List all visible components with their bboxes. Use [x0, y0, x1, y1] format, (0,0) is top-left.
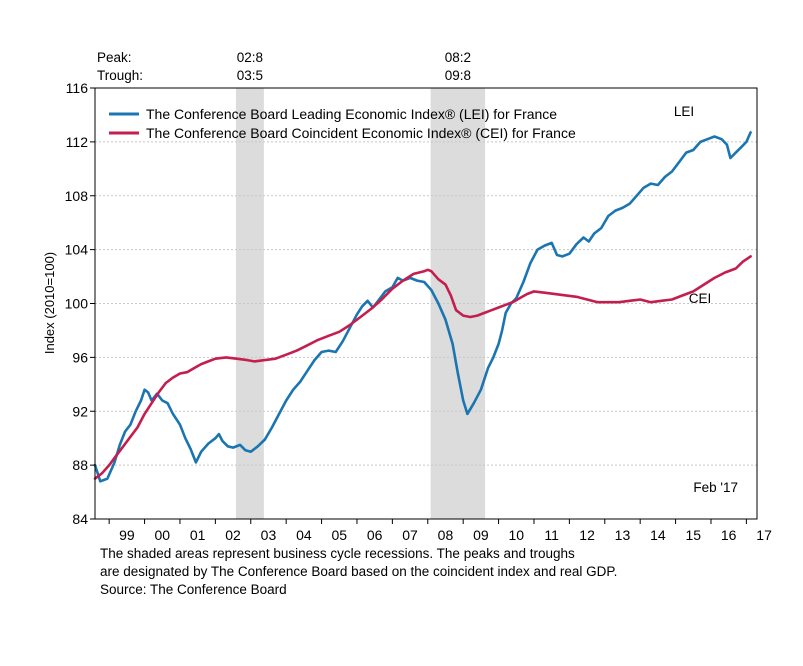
- x-tick-label: 16: [721, 527, 737, 543]
- trough-header-label: Trough:: [97, 68, 143, 83]
- plot-frame: [94, 87, 758, 520]
- series-lines: [93, 131, 752, 483]
- recession-trough-label-2: 09:8: [445, 68, 471, 83]
- x-tick-label: 07: [402, 527, 418, 543]
- x-tick-label: 10: [508, 527, 524, 543]
- grid-lines: [95, 141, 757, 466]
- y-axis: 84 88 92 96 100 104 108 112 116 Index (2010=100): [42, 80, 95, 527]
- legend: The Conference Board Leading Economic In…: [109, 106, 576, 141]
- y-tick-label: 112: [66, 134, 89, 150]
- y-tick-label: 96: [72, 349, 88, 365]
- x-tick-label: 13: [615, 527, 631, 543]
- recession-header: Peak: Trough: 02:8 03:5 08:2 09:8: [97, 50, 471, 83]
- source-note: Source: The Conference Board: [100, 582, 287, 597]
- recession-peak-label-2: 08:2: [445, 50, 471, 65]
- peak-header-label: Peak:: [97, 50, 132, 65]
- footnote-line-2: are designated by The Conference Board b…: [100, 564, 618, 579]
- x-tick-label: 15: [685, 527, 701, 543]
- x-tick-label: 11: [544, 527, 559, 543]
- x-tick-label: 05: [331, 527, 347, 543]
- y-tick-label: 92: [72, 403, 88, 419]
- y-tick-label: 100: [65, 296, 89, 312]
- x-tick-label: 01: [190, 527, 206, 543]
- x-tick-label: 03: [261, 527, 277, 543]
- series-line-lei: [93, 131, 752, 483]
- x-tick-label: 09: [473, 527, 489, 543]
- date-annotation: Feb '17: [693, 480, 738, 495]
- lei-annotation: LEI: [674, 104, 694, 119]
- x-tick-label: 14: [650, 527, 666, 543]
- recession-trough-label-1: 03:5: [237, 68, 263, 83]
- x-axis: 99 00 01 02 03 04 05 06 07 08 09 10 11 12 13 14 15 16 17: [108, 519, 772, 543]
- x-tick-label: 12: [579, 527, 595, 543]
- x-tick-label: 06: [367, 527, 383, 543]
- annotations: LEI CEI Feb '17: [674, 104, 738, 495]
- x-tick-label: 99: [119, 527, 135, 543]
- y-tick-label: 116: [66, 80, 89, 96]
- x-tick-label: 00: [154, 527, 170, 543]
- x-tick-label: 08: [438, 527, 454, 543]
- x-tick-label: 04: [296, 527, 312, 543]
- x-tick-label: 17: [756, 527, 772, 543]
- y-axis-title: Index (2010=100): [42, 252, 57, 354]
- y-tick-label: 108: [65, 188, 89, 204]
- x-tick-label: 02: [225, 527, 241, 543]
- footnote-line-1: The shaded areas represent business cycl…: [100, 546, 575, 561]
- cei-annotation: CEI: [689, 291, 712, 306]
- recession-peak-label-1: 02:8: [237, 50, 263, 65]
- y-tick-label: 104: [65, 242, 89, 258]
- legend-label-cei: The Conference Board Coincident Economic…: [146, 125, 576, 141]
- y-tick-label: 84: [72, 511, 88, 527]
- series-line-cei: [93, 255, 752, 480]
- legend-label-lei: The Conference Board Leading Economic In…: [146, 106, 557, 122]
- y-tick-label: 88: [72, 457, 88, 473]
